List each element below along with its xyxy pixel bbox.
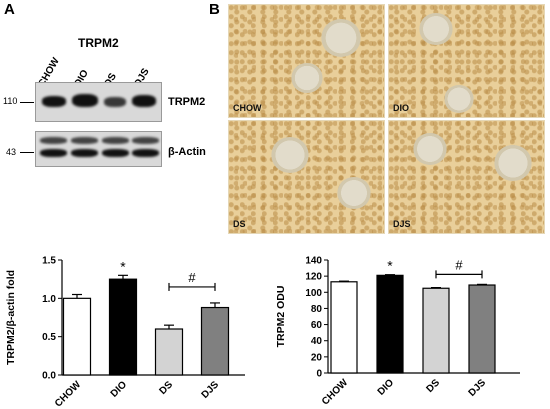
odu-ylabel: TRPM2 ODU — [275, 286, 287, 348]
western-ytick-label-2: 1.0 — [42, 294, 56, 305]
bar-chart-odu: 0 20 40 60 80 100 120 140 TRPM2 ODU CHOW DIO DS DJS *… — [275, 256, 520, 408]
micrograph-ds: DS — [228, 120, 385, 234]
western-hash-annotation: # — [188, 270, 196, 285]
micrograph-label-chow: CHOW — [233, 103, 262, 113]
micrograph-djs: DJS — [388, 120, 545, 234]
odu-xtick-label-0: CHOW — [320, 377, 351, 408]
odu-star-annotation: * — [387, 258, 393, 274]
band-label-trpm2: TRPM2 — [168, 96, 206, 108]
western-xtick-label-0: CHOW — [53, 379, 84, 409]
western-xtick-label-3: DJS — [200, 379, 222, 401]
odu-bar-chow — [330, 281, 358, 374]
odu-ytick-label-6: 120 — [305, 272, 322, 283]
marker-43: 43 — [6, 147, 17, 157]
western-ytick-label-0: 0.0 — [42, 371, 56, 382]
odu-bar-dio — [376, 274, 404, 374]
bar-chart-western: 0.0 0.5 1.0 1.5 TRPM2/β-actin fold CHOW DIO DS D… — [5, 256, 245, 409]
odu-ytick-label-3: 60 — [311, 320, 323, 331]
odu-ytick-label-2: 40 — [311, 336, 323, 347]
marker-110-tick — [20, 102, 34, 103]
micrograph-chow: CHOW — [228, 4, 385, 118]
western-bar-dio — [108, 278, 138, 376]
western-ytick-label-3: 1.5 — [42, 256, 56, 267]
blot-trpm2 — [35, 82, 162, 122]
odu-xtick-label-3: DJS — [467, 377, 489, 399]
odu-xtick-label-1: DIO — [376, 377, 397, 398]
western-star-annotation: * — [120, 258, 126, 274]
odu-bar-djs — [468, 284, 496, 374]
western-bar-ds — [154, 328, 184, 376]
odu-ytick-label-0: 0 — [316, 369, 322, 380]
micrograph-dio: DIO — [388, 4, 545, 118]
western-ytick-label-1: 0.5 — [42, 332, 56, 343]
micrograph-label-ds: DS — [233, 219, 246, 229]
panel-b-letter: B — [209, 1, 220, 18]
odu-ytick-label-4: 80 — [311, 304, 323, 315]
odu-ytick-label-5: 100 — [305, 288, 322, 299]
odu-bar-ds — [422, 287, 450, 374]
odu-xtick-label-2: DS — [425, 377, 443, 395]
western-bar-chow — [62, 297, 92, 376]
micrograph-label-dio: DIO — [393, 103, 410, 113]
blot-title: TRPM2 — [78, 36, 119, 50]
odu-hash-annotation: # — [455, 257, 463, 272]
western-ylabel: TRPM2/β-actin fold — [5, 270, 17, 365]
panel-a-letter: A — [4, 1, 15, 18]
western-bar-djs — [200, 306, 230, 376]
micrograph-label-djs: DJS — [393, 219, 411, 229]
western-xtick-label-2: DS — [158, 379, 176, 397]
odu-ytick-label-1: 20 — [311, 352, 323, 363]
western-xtick-label-1: DIO — [109, 379, 130, 400]
blot-actin — [35, 131, 162, 167]
marker-110: 110 — [3, 96, 18, 106]
marker-43-tick — [20, 152, 34, 153]
band-label-actin: β-Actin — [168, 146, 206, 158]
odu-ytick-label-7: 140 — [305, 256, 322, 267]
